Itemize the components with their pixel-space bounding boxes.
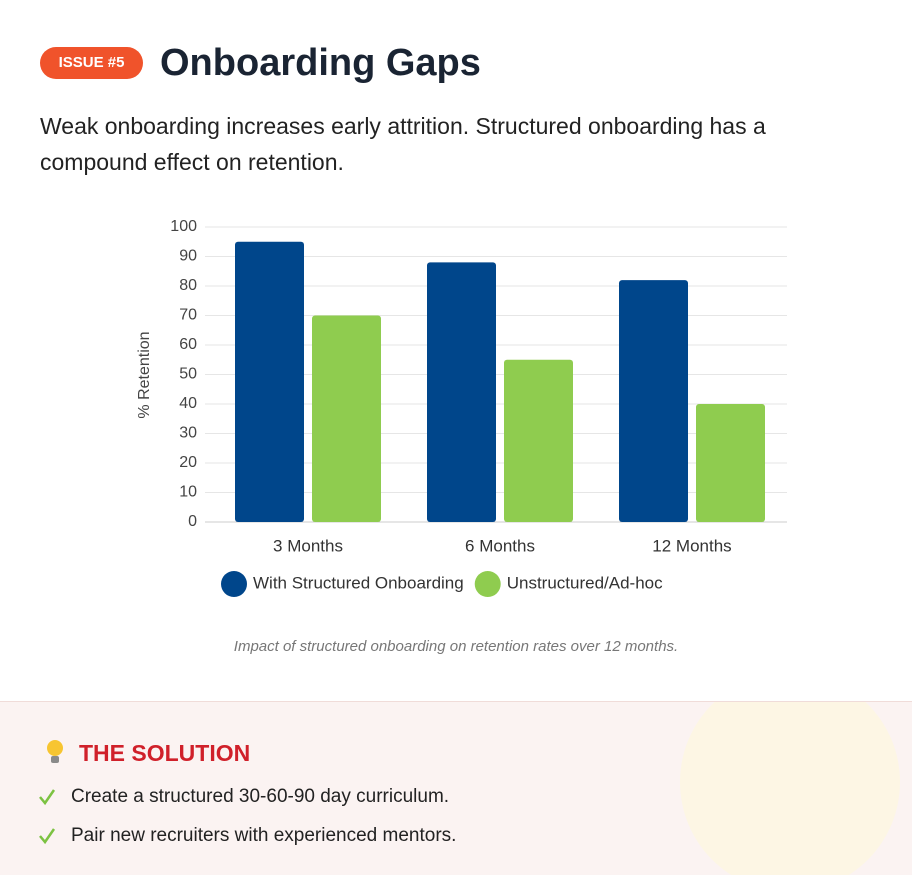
- y-tick-label: 40: [179, 395, 197, 412]
- solution-title: THE SOLUTION: [79, 740, 251, 766]
- check-icon: [39, 828, 56, 845]
- y-tick-label: 70: [179, 307, 197, 324]
- x-tick-label: 3 Months: [273, 536, 343, 555]
- legend-label: Unstructured/Ad-hoc: [507, 573, 663, 592]
- solution-panel: THE SOLUTION Create a structured 30-60-9…: [0, 701, 912, 875]
- description: Weak onboarding increases early attritio…: [40, 113, 766, 175]
- y-tick-label: 20: [179, 454, 197, 471]
- bulb-icon: [47, 740, 63, 763]
- bar: [504, 359, 573, 522]
- y-tick-label: 60: [179, 336, 197, 353]
- y-tick-label: 30: [179, 425, 197, 442]
- legend-label: With Structured Onboarding: [253, 573, 464, 592]
- badge: ISSUE #5: [40, 47, 143, 79]
- bar: [696, 404, 765, 522]
- page-title: Onboarding Gaps: [160, 42, 481, 84]
- bar: [427, 262, 496, 522]
- bar: [619, 280, 688, 522]
- x-tick-label: 12 Months: [652, 536, 731, 555]
- solution-item: Create a structured 30-60-90 day curricu…: [71, 786, 450, 807]
- check-icon: [39, 789, 56, 806]
- y-axis-label: % Retention: [136, 331, 153, 418]
- solution-item: Pair new recruiters with experienced men…: [71, 825, 457, 846]
- x-tick-label: 6 Months: [465, 536, 535, 555]
- y-tick-label: 50: [179, 366, 197, 383]
- chart: % Retention 0 10 20 30 40 50 60 70 80 90 100 3 Mont…: [136, 218, 787, 597]
- y-tick-label: 90: [179, 248, 197, 265]
- caption: Impact of structured onboarding on reten…: [233, 638, 679, 655]
- y-tick-label: 10: [179, 484, 197, 501]
- y-tick-label: 0: [188, 513, 197, 530]
- decoration: [39, 702, 900, 875]
- legend-swatch: [221, 571, 247, 597]
- y-tick-label: 80: [179, 277, 197, 294]
- y-tick-label: 100: [170, 218, 197, 235]
- decor-circle: [680, 702, 900, 875]
- bar: [235, 241, 304, 522]
- legend-swatch: [474, 571, 501, 597]
- bar: [312, 315, 381, 522]
